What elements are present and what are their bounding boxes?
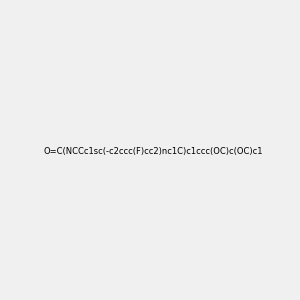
Text: O=C(NCCc1sc(-c2ccc(F)cc2)nc1C)c1ccc(OC)c(OC)c1: O=C(NCCc1sc(-c2ccc(F)cc2)nc1C)c1ccc(OC)c… bbox=[44, 147, 263, 156]
